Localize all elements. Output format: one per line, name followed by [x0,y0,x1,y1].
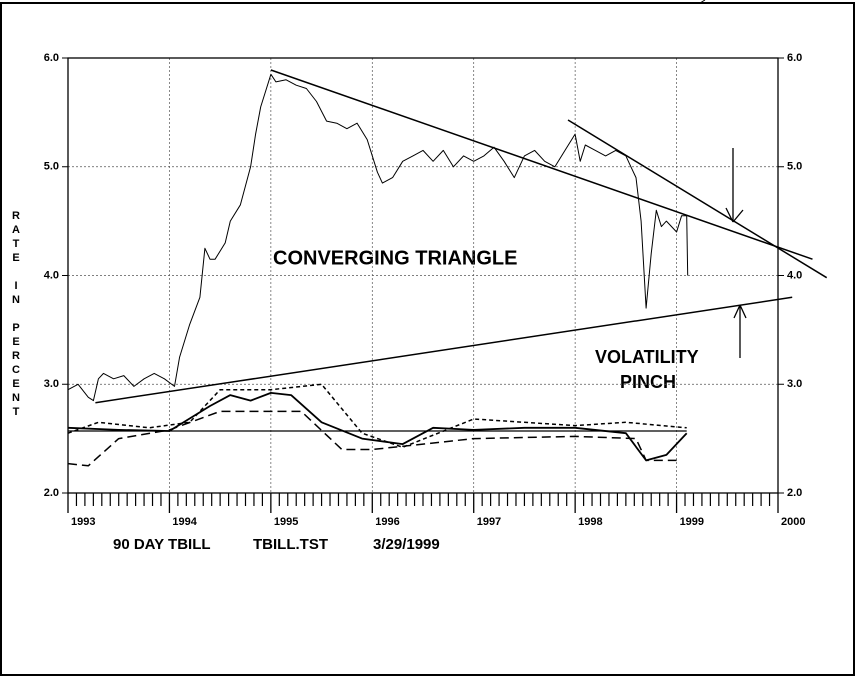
y-tick-label: 2.0 [44,487,59,499]
x-tick-label: 1997 [477,516,501,528]
y-axis-label: RATE IN PERCENT [10,210,22,420]
series-line [95,296,793,404]
y-tick-label: 2.0 [787,487,802,499]
footer-text: 3/29/1999 [373,536,440,553]
series-line [67,410,677,467]
x-tick-label: 1993 [71,516,95,528]
annotation: PINCH [620,372,676,392]
frame-notch [699,0,706,4]
annotation: CONVERGING TRIANGLE [273,247,517,269]
y-tick-label: 3.0 [787,378,802,390]
arrows [725,148,747,358]
y-tick-label: 6.0 [44,52,59,64]
down-arrow [725,148,744,223]
series-line [270,69,813,260]
x-tick-label: 1996 [375,516,399,528]
y-tick-label: 5.0 [787,161,802,173]
y-tick-label: 4.0 [44,269,59,281]
annotation: VOLATILITY [595,347,699,367]
series-line [567,119,828,279]
x-tick-label: 1998 [578,516,602,528]
x-tick-label: 1999 [680,516,704,528]
series-line [67,383,687,449]
x-tick-label: 1995 [274,516,298,528]
y-tick-label: 6.0 [787,52,802,64]
series-line [67,73,689,402]
footer-text: 90 DAY TBILL [113,536,211,553]
plot-frame [67,57,779,494]
y-tick-label: 3.0 [44,378,59,390]
y-tick-label: 5.0 [44,161,59,173]
series-line [67,391,688,462]
x-tick-label: 1994 [172,516,197,528]
up-arrow [733,304,747,358]
x-tick-label: 2000 [781,516,805,528]
footer-text: TBILL.TST [253,536,328,553]
y-tick-label: 4.0 [787,269,802,281]
